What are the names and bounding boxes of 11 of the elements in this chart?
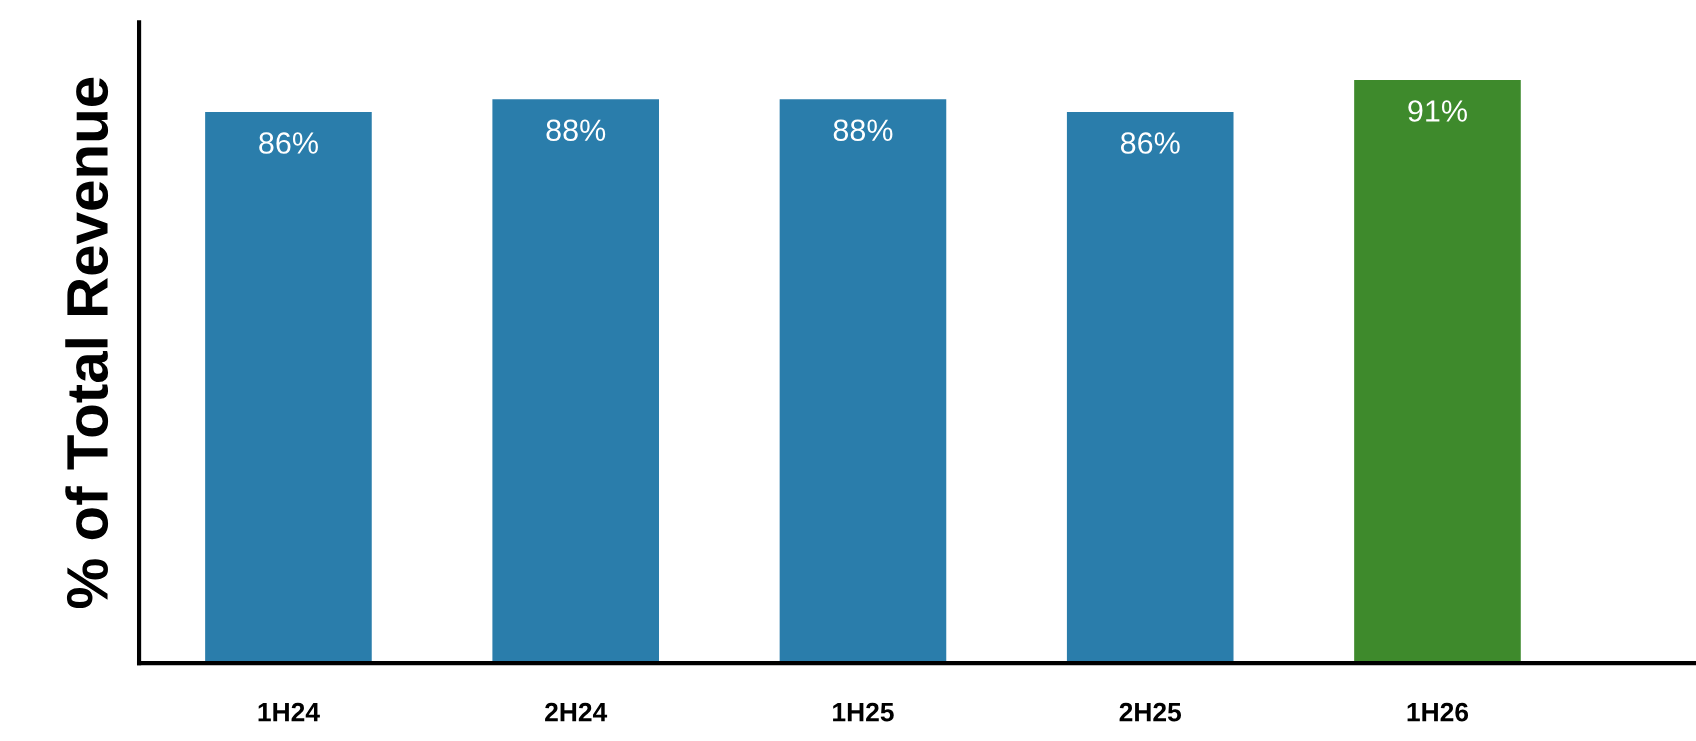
x-tick-label: 2H25 — [1119, 702, 1182, 722]
x-tick-label: 2H24 — [545, 702, 608, 722]
x-tick-label: 1H25 — [833, 702, 894, 722]
y-axis-title: % of Total Revenue — [65, 77, 109, 609]
data-label: 86% — [1120, 132, 1180, 154]
x-tick-label: 1H24 — [258, 702, 320, 722]
x-tick-label: 1H26 — [1407, 702, 1469, 722]
data-label: 88% — [546, 119, 606, 142]
data-label: 88% — [833, 119, 893, 142]
data-label: 86% — [259, 132, 318, 154]
data-label: 91% — [1408, 100, 1467, 122]
